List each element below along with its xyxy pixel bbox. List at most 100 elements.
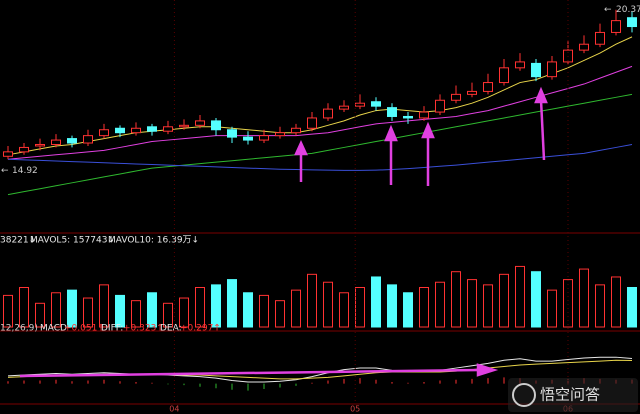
line <box>7 93 633 196</box>
volume-header: 38221↓ <box>0 236 36 246</box>
volume-bar <box>515 265 525 328</box>
candle-body <box>483 82 493 92</box>
macd-header: MACD <box>40 324 67 334</box>
volume-bar <box>243 292 253 328</box>
candle-body <box>403 115 413 119</box>
volume-bar <box>355 287 365 328</box>
volume-bar <box>387 284 397 328</box>
candle-body <box>307 117 317 129</box>
macd-header: +0.323↑ <box>123 324 164 334</box>
macd-header: 12,26,9) <box>0 324 38 334</box>
candle-body <box>51 139 61 145</box>
volume-bar <box>307 273 317 328</box>
watermark-icon <box>512 383 536 407</box>
volume-bar <box>83 297 93 328</box>
arrow: ← <box>1 166 9 176</box>
x-tick-label: 05 <box>350 405 360 414</box>
volume-bar <box>115 294 125 328</box>
macd-header: +0.297↑ <box>180 324 221 334</box>
volume-bar <box>19 287 29 328</box>
volume-bar <box>131 300 141 328</box>
price-label: 14.92 <box>12 166 38 176</box>
watermark-bg <box>508 378 638 412</box>
candle-body <box>275 132 285 137</box>
candle-body <box>147 126 157 132</box>
candle-body <box>547 61 557 78</box>
volume-bar <box>323 281 333 328</box>
candle-body <box>355 102 365 107</box>
candle-body <box>323 108 333 119</box>
volume-bar <box>179 297 189 328</box>
candle-body <box>35 143 45 147</box>
candle-body <box>387 107 397 117</box>
candle-body <box>115 127 125 134</box>
candle-body <box>243 136 253 141</box>
volume-bar <box>163 302 173 328</box>
candle-body <box>227 129 237 138</box>
candle-body <box>515 61 525 69</box>
volume-bar <box>195 287 205 328</box>
candle-body <box>579 43 589 51</box>
candle-body <box>531 62 541 78</box>
candle-body <box>179 124 189 128</box>
candle-body <box>99 129 109 137</box>
candle-body <box>371 101 381 107</box>
macd-header: DEA: <box>160 324 182 334</box>
candle-body <box>611 20 621 33</box>
volume-bar <box>259 294 269 328</box>
volume-bar <box>291 289 301 328</box>
annotation-arrows <box>19 86 548 378</box>
arrow: ← <box>604 5 612 15</box>
watermark: 悟空问答 <box>540 386 600 404</box>
volume-bar <box>403 292 413 328</box>
candle-body <box>435 99 445 113</box>
volume-bar <box>499 273 509 328</box>
price-label: 20.37 <box>616 5 640 15</box>
candle-body <box>259 135 269 141</box>
candle-body <box>467 90 477 95</box>
volume-bar <box>67 289 77 328</box>
candle-body <box>211 120 221 131</box>
candle-body <box>595 31 605 45</box>
candle-body <box>291 127 301 134</box>
volume-bar <box>211 284 221 328</box>
candle-body <box>163 126 173 132</box>
candle-body <box>195 120 205 126</box>
volume-bar <box>419 287 429 328</box>
volume-bar <box>227 279 237 328</box>
volume-bar <box>483 284 493 328</box>
volume-bar <box>147 292 157 328</box>
volume-header: MAVOL10: 16.39万↓ <box>108 236 199 246</box>
volume-bar <box>611 276 621 328</box>
volume-bar <box>563 279 573 328</box>
candle-body <box>83 135 93 144</box>
candle-body <box>131 127 141 134</box>
candle-body <box>499 67 509 84</box>
candle-body <box>19 146 29 153</box>
macd-header: +0.051↑ <box>64 324 105 334</box>
volume-header: MAVOL5: 157743↓ <box>30 236 115 246</box>
line <box>7 36 633 156</box>
candle-body <box>627 17 637 28</box>
volume-bar <box>3 294 13 328</box>
candle-body <box>451 93 461 101</box>
volume-bar <box>579 268 589 328</box>
candle-body <box>419 111 429 119</box>
line <box>7 143 633 171</box>
candle-body <box>3 151 13 157</box>
volume-bar <box>547 289 557 328</box>
macd-header: DIFF: <box>101 324 123 334</box>
volume-bar <box>531 271 541 328</box>
volume-bar <box>35 302 45 328</box>
volume-bar <box>435 281 445 328</box>
candle-body <box>339 105 349 110</box>
candle-body <box>67 138 77 144</box>
volume-bar <box>275 300 285 328</box>
volume-bar <box>467 279 477 328</box>
volume-bar <box>99 284 109 328</box>
volume-bar <box>627 287 637 328</box>
volume-bar <box>451 271 461 328</box>
